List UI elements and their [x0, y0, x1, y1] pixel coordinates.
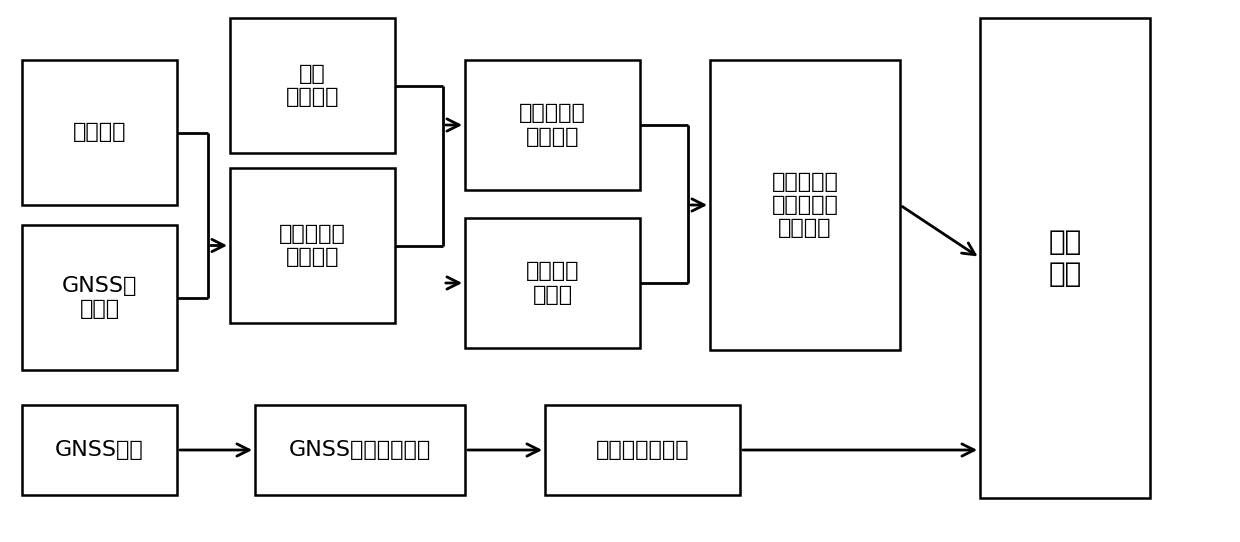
Bar — [22, 60, 177, 205]
Bar — [465, 218, 640, 348]
Text: 极化相移测量值: 极化相移测量值 — [595, 440, 689, 460]
Bar — [546, 405, 740, 495]
Text: GNSS双极化接收机: GNSS双极化接收机 — [289, 440, 432, 460]
Bar — [22, 225, 177, 370]
Text: 水的相对复
介电常数: 水的相对复 介电常数 — [279, 224, 346, 267]
Text: 雨滴谱分
布模型: 雨滴谱分 布模型 — [526, 261, 579, 305]
Text: 非球形粒子
散射算法: 非球形粒子 散射算法 — [520, 104, 587, 146]
Bar — [229, 168, 396, 323]
Text: 雨滴
形状模型: 雨滴 形状模型 — [285, 64, 340, 107]
Text: 极化相移与
降雨强度的
关系模型: 极化相移与 降雨强度的 关系模型 — [771, 172, 838, 238]
Bar — [255, 405, 465, 495]
Bar — [465, 60, 640, 190]
Text: 降雨
强度: 降雨 强度 — [1048, 228, 1081, 288]
Text: GNSS信
号频率: GNSS信 号频率 — [62, 276, 138, 319]
Bar — [22, 405, 177, 495]
Bar — [980, 18, 1149, 498]
Bar — [229, 18, 396, 153]
Bar — [711, 60, 900, 350]
Text: 大气温度: 大气温度 — [73, 122, 126, 143]
Text: GNSS信号: GNSS信号 — [55, 440, 144, 460]
